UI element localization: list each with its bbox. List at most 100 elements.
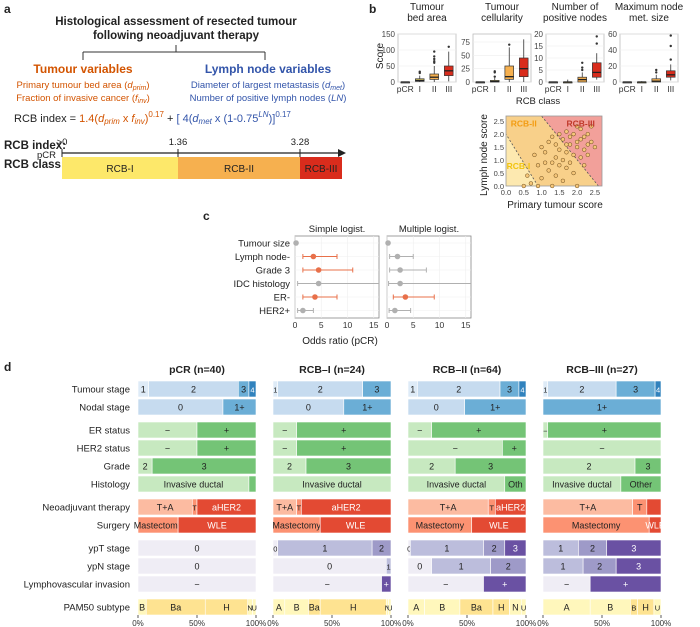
segment-label: U: [252, 604, 257, 613]
boxplot-xlabel: RCB class: [516, 96, 561, 107]
segment-label: 3: [631, 544, 636, 554]
scatter-point: [574, 139, 580, 145]
boxplot-ylabel: Score: [375, 43, 386, 70]
bar-segment: [272, 475, 392, 493]
scatter-point: [542, 150, 548, 155]
segment-label: 4: [520, 386, 524, 395]
ytick-label: 0: [391, 78, 396, 87]
segment-label: 1: [273, 386, 277, 395]
segment-label: 2: [191, 385, 196, 395]
bar-segment: [654, 380, 662, 398]
ytick-label: 5: [539, 66, 544, 75]
segment-label: Invasive ductal: [427, 480, 487, 490]
segment-label: 3: [507, 385, 512, 395]
segment-label: 2: [587, 462, 592, 472]
odds-ratio-point: [293, 240, 299, 246]
ytick-label: 15: [534, 42, 543, 51]
outlier-point: [493, 75, 496, 78]
rcb-index-arrow: [338, 149, 346, 157]
ytick-label: 75: [461, 38, 470, 47]
axis-tick-label: 50%: [459, 619, 475, 627]
bar-segment: [520, 598, 527, 616]
row-label: Surgery: [97, 521, 131, 532]
bar-segment: [151, 457, 257, 475]
bar-segment: [504, 539, 527, 557]
segment-label: 3: [202, 462, 207, 472]
row-label: ypT stage: [88, 544, 130, 555]
ytick-label: 20: [608, 62, 617, 71]
panel-a: a Histological assessment of resected tu…: [4, 2, 346, 179]
scatter-ytick: 1.5: [494, 143, 504, 152]
segment-label: B: [631, 604, 636, 613]
scatter-point: [528, 181, 534, 186]
row-label: Nodal stage: [79, 403, 130, 414]
segment-label: WLE: [346, 521, 366, 531]
xtick-label: III: [593, 84, 600, 94]
segment-label: U: [521, 604, 526, 613]
group-title: RCB–I (n=24): [299, 364, 365, 376]
forest-xtick: 0: [385, 320, 390, 330]
bar-segment: [248, 380, 257, 398]
bar-segment: [301, 498, 392, 516]
rcb-index-label: RCB index:: [4, 140, 66, 152]
panel-c: c Odds ratio (pCR) Tumour size Lymph node…: [203, 209, 472, 347]
segment-label: Oth: [508, 480, 523, 490]
bar-segment: [502, 439, 527, 457]
segment-label: Invasive ductal: [164, 480, 224, 490]
segment-label: aHER2: [212, 503, 241, 513]
group-title: RCB–II (n=64): [433, 364, 502, 376]
outlier-point: [595, 42, 598, 45]
segment-label: 1: [387, 563, 391, 572]
scatter-point: [564, 129, 569, 134]
segment-label: +: [224, 444, 229, 454]
segment-label: 2: [287, 462, 292, 472]
scatter-point: [539, 144, 544, 150]
segment-label: 0: [407, 545, 411, 554]
scatter-ytick: 0.5: [494, 169, 504, 178]
scatter-point: [560, 137, 566, 142]
ytick-label: 40: [608, 46, 617, 55]
boxplot-title: positive nodes: [543, 13, 607, 24]
segment-label: 1: [459, 562, 464, 572]
segment-label: A: [564, 603, 570, 613]
ytick-label: 0: [466, 78, 471, 87]
segment-label: Mastectomy: [416, 521, 465, 531]
segment-label: 2: [590, 544, 595, 554]
forest-variable-label: Tumour size: [238, 239, 290, 250]
segment-label: Invasive ductal: [552, 480, 612, 490]
region-label-rcb-i: RCB-I: [507, 161, 531, 171]
odds-ratio-point: [394, 253, 401, 260]
panel-a-title-line1: Histological assessment of resected tumo…: [55, 16, 297, 28]
segment-label: U: [655, 604, 660, 613]
segment-label: −: [165, 444, 170, 454]
xtick-label: III: [667, 84, 674, 94]
threshold-1: 1.36: [169, 137, 188, 148]
segment-label: 2: [379, 544, 384, 554]
scatter-point: [574, 124, 580, 129]
scatter-xtick: 1.0: [536, 188, 546, 197]
forest-xtick: 10: [343, 320, 353, 330]
bar-segment: [471, 516, 527, 534]
segment-label: 2: [492, 544, 497, 554]
group-title: RCB–III (n=27): [566, 364, 637, 376]
axis-tick-label: 0%: [132, 619, 144, 627]
boxplot-title: Maximum node: [615, 2, 684, 13]
outlier-point: [669, 44, 672, 48]
segment-label: 2: [506, 562, 511, 572]
lymph-variable-2: Number of positive lymph nodes (LN): [190, 93, 347, 104]
odds-ratio-point: [397, 280, 403, 287]
ytick-label: 100: [382, 46, 396, 55]
scatter-point: [521, 183, 526, 189]
segment-label: U: [387, 604, 392, 613]
segment-label: 1+: [362, 403, 372, 413]
rcb-scatter: Lymph node score Primary tumour score RC…: [479, 114, 603, 211]
odds-ratio-point: [315, 267, 322, 273]
bar-segment: [653, 598, 662, 616]
bar-segment: [137, 575, 257, 593]
rcb-class-label: RCB class:: [4, 159, 65, 171]
scatter-point: [560, 178, 566, 183]
bar-segment: [648, 516, 662, 534]
scatter-point: [532, 152, 537, 158]
